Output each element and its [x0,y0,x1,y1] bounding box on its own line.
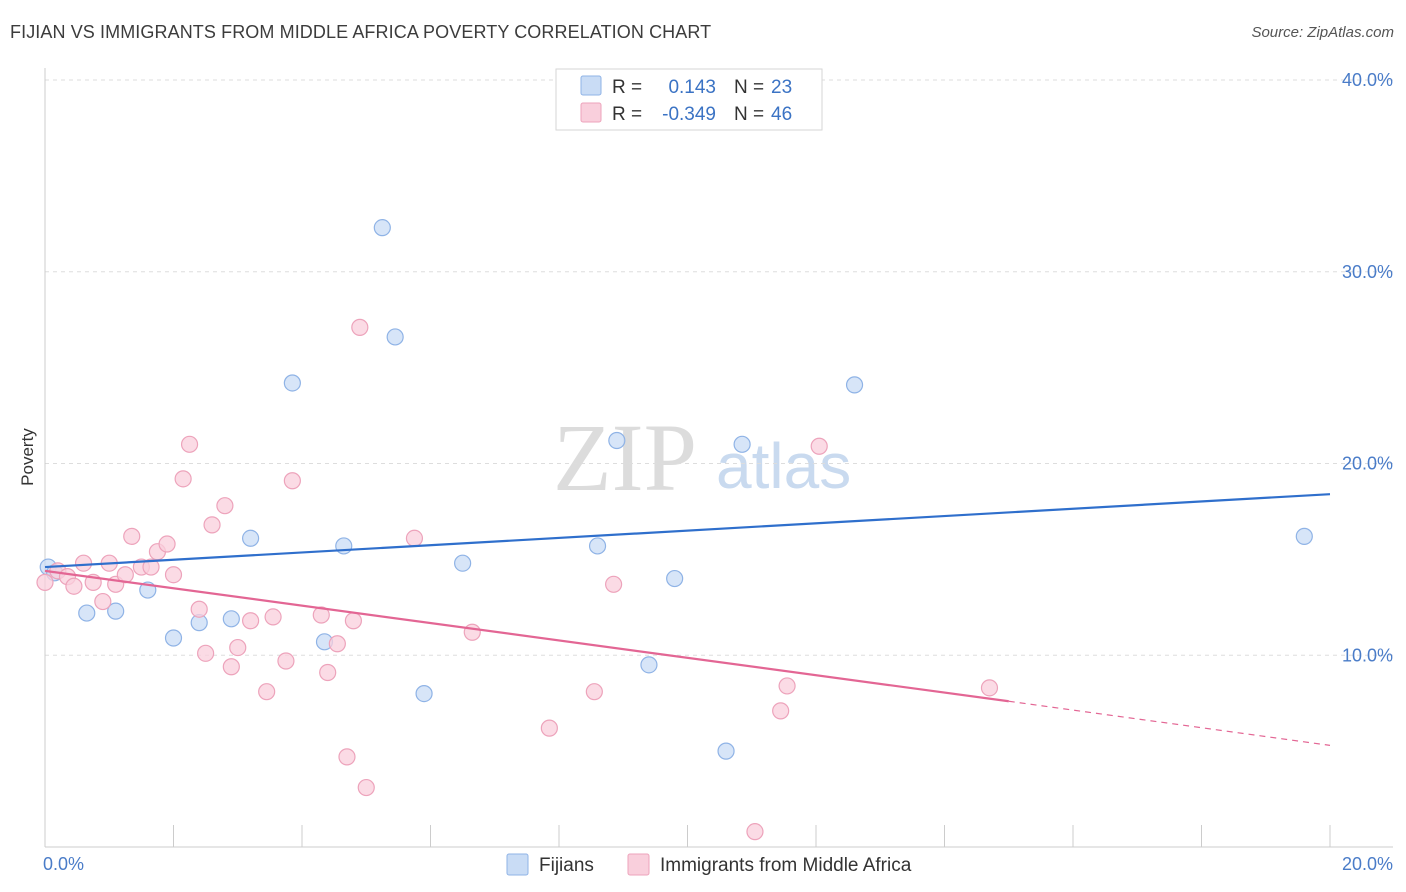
fijian-point-8 [242,529,260,547]
x-tick-label-min: 0.0% [43,854,84,874]
immigrant-point-43 [778,677,796,695]
legend-n-value-fijians: 23 [771,77,792,98]
legend-r-label-fijians: R = [612,77,642,98]
immigrant-point-39 [585,683,603,701]
immigrant-point-23 [229,638,247,657]
series-legend-swatch-fijians [506,853,529,876]
fijian-point-20 [717,742,735,760]
immigrant-point-41 [746,823,764,841]
fijian-point-17 [608,431,626,450]
fijian-point-21 [733,435,751,453]
fijian-point-16 [588,537,607,555]
watermark: ZIP atlas [553,404,851,511]
chart-title: FIJIAN VS IMMIGRANTS FROM MIDDLE AFRICA … [10,22,712,42]
immigrant-point-25 [258,683,276,701]
fijian-point-9 [283,374,301,392]
immigrant-point-35 [357,778,375,797]
legend-n-label-immigrants: N = [734,104,764,125]
immigrant-point-33 [344,612,362,630]
immigrant-point-45 [980,679,999,697]
immigrant-trend-line [44,569,1009,703]
immigrant-point-28 [283,472,301,490]
fijian-point-13 [386,328,404,346]
immigrant-point-14 [158,535,176,553]
fijian-point-19 [666,569,684,588]
immigrant-point-3 [65,577,83,595]
legend-r-label-immigrants: R = [612,104,642,125]
series-legend-swatch-immigrants [627,853,650,876]
immigrant-point-40 [605,575,623,593]
series-legend-label-fijians: Fijians [539,855,594,876]
immigrant-point-0 [36,573,54,591]
immigrant-point-19 [197,644,215,662]
fijian-point-7 [222,610,240,628]
immigrant-trend-line-extrapolated [1008,700,1331,746]
legend-n-label-fijians: N = [734,77,764,98]
immigrant-point-17 [180,435,199,453]
fijian-point-14 [415,684,433,703]
fijian-point-2 [78,604,96,622]
immigrant-point-30 [319,663,337,682]
immigrant-point-37 [463,623,481,641]
fijian-point-3 [107,602,125,620]
legend-swatch-immigrants [580,102,602,123]
series-legend: Fijians Immigrants from Middle Africa [506,853,912,876]
fijian-point-5 [164,629,183,647]
fijian-point-23 [1295,527,1313,545]
immigrant-point-10 [123,527,141,545]
immigrant-point-18 [190,600,208,618]
x-tick-label-max: 20.0% [1342,854,1393,874]
immigrant-point-12 [142,558,160,576]
immigrant-point-38 [540,719,558,737]
y-axis-tick-labels: 10.0% 20.0% 30.0% 40.0% [1342,70,1393,665]
x-axis-ticks [44,825,1331,847]
fijian-point-11 [335,537,353,555]
legend-r-value-immigrants: -0.349 [662,104,716,125]
fijian-point-18 [640,656,658,674]
trend-lines [44,493,1331,746]
stats-legend: R = 0.143 N = 23 R = -0.349 N = 46 [555,68,823,131]
immigrant-point-22 [222,658,240,676]
immigrant-point-6 [94,592,112,611]
immigrant-point-21 [216,497,234,515]
immigrant-point-26 [264,608,282,626]
immigrant-point-34 [351,318,369,336]
series-legend-label-immigrants: Immigrants from Middle Africa [660,855,912,876]
immigrant-point-44 [810,437,828,455]
fijian-point-12 [373,219,391,237]
legend-swatch-fijians [580,75,602,96]
fijian-point-15 [454,554,472,572]
immigrant-point-36 [405,529,424,547]
immigrant-point-15 [164,566,183,584]
legend-r-value-fijians: 0.143 [668,77,716,98]
y-axis-title: Poverty [18,428,37,486]
immigrant-point-32 [338,748,356,766]
immigrant-point-16 [174,470,192,488]
legend-n-value-immigrants: 46 [771,104,792,125]
immigrant-point-27 [277,652,295,670]
immigrant-point-31 [328,635,346,653]
chart-source: Source: ZipAtlas.com [1251,24,1394,41]
y-tick-label-0: 10.0% [1342,645,1393,665]
y-tick-label-2: 30.0% [1342,262,1393,282]
immigrant-point-4 [74,554,93,572]
gridlines [45,79,1393,656]
immigrant-point-24 [242,612,260,630]
immigrant-point-20 [203,516,221,534]
immigrant-point-29 [312,606,330,624]
y-tick-label-1: 20.0% [1342,454,1393,474]
fijian-point-22 [845,376,864,394]
immigrant-point-42 [772,702,790,720]
y-tick-label-3: 40.0% [1342,70,1393,90]
fijian-trend-line [44,493,1331,569]
data-points [36,219,1313,841]
watermark-zip: ZIP [553,404,697,511]
